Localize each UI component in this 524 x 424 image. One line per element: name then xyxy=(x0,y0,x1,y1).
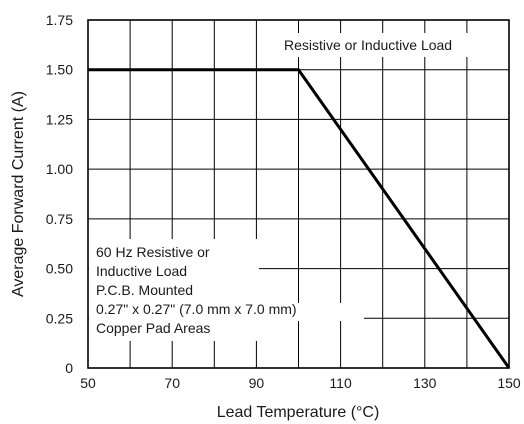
annotation-bottom-mask-1 xyxy=(89,239,259,341)
y-tick-label-0.5: 0.50 xyxy=(46,261,73,277)
annotation-bottom-line-3: P.C.B. Mounted xyxy=(96,282,193,298)
x-tick-label-50: 50 xyxy=(80,375,96,391)
x-tick-label-130: 130 xyxy=(413,375,437,391)
y-tick-label-1.75: 1.75 xyxy=(46,12,73,28)
annotation-bottom-line-2: Inductive Load xyxy=(96,263,187,279)
y-tick-labels: 0 0.25 0.50 0.75 1.00 1.25 1.50 1.75 xyxy=(46,12,73,376)
x-axis-label: Lead Temperature (°C) xyxy=(217,404,380,421)
y-tick-label-1: 1.00 xyxy=(46,161,73,177)
annotation-bottom-line-4: 0.27" x 0.27" (7.0 mm x 7.0 mm) xyxy=(96,301,297,317)
y-tick-label-0.75: 0.75 xyxy=(46,211,73,227)
annotation-top-mask xyxy=(279,33,493,57)
annotation-bottom-left: 60 Hz Resistive or Inductive Load P.C.B. M… xyxy=(96,244,297,336)
annotation-bottom-mask-2 xyxy=(259,303,364,321)
y-tick-label-1.5: 1.50 xyxy=(46,62,73,78)
x-tick-label-150: 150 xyxy=(497,375,521,391)
x-tick-labels: 50 70 90 110 130 150 xyxy=(80,375,521,391)
annotation-bottom-line-5: Copper Pad Areas xyxy=(96,320,210,336)
annotation-bottom-line-1: 60 Hz Resistive or xyxy=(96,244,210,260)
y-tick-label-0.25: 0.25 xyxy=(46,310,73,326)
x-tick-label-110: 110 xyxy=(329,375,352,391)
plot-frame xyxy=(87,19,510,369)
y-tick-label-1.25: 1.25 xyxy=(46,111,73,127)
x-tick-label-70: 70 xyxy=(164,375,180,391)
y-tick-label-0: 0 xyxy=(65,360,73,376)
x-tick-label-90: 90 xyxy=(249,375,265,391)
derating-curve-line xyxy=(88,68,511,369)
annotation-top-right: Resistive or Inductive Load xyxy=(284,37,452,53)
y-axis-label: Average Forward Current (A) xyxy=(10,91,27,297)
